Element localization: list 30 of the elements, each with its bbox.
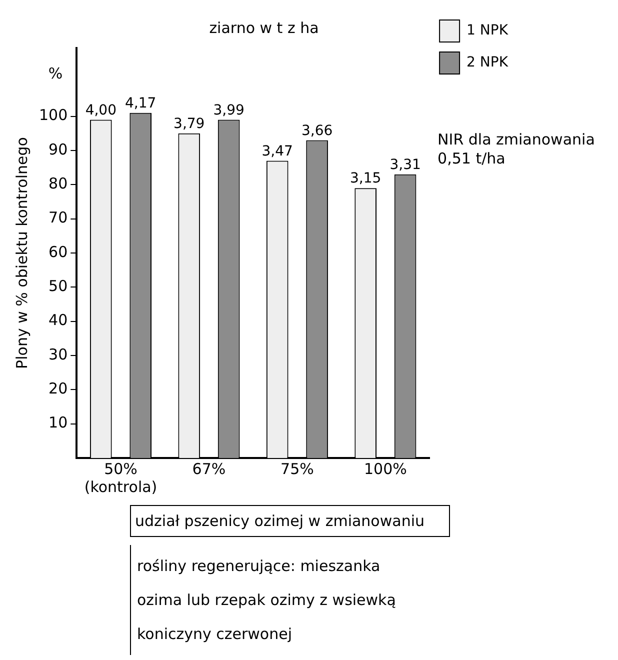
y-axis-title: Plony w % obiektu kontrolnego bbox=[12, 137, 31, 369]
x-tick-label: 75% bbox=[280, 460, 314, 478]
annotation: 3,31 bbox=[390, 157, 421, 174]
annotation: 3,66 bbox=[301, 122, 333, 139]
annotation: 3,99 bbox=[213, 102, 244, 118]
text: rośliny regenerujące: mieszanka ozima lub rzepak ozimy z wsiewką koniczyny czerwonej bbox=[130, 545, 433, 655]
text: NIR dla zmianowania 0,51 t/ha bbox=[438, 130, 595, 168]
y-tick-label: 90 bbox=[48, 140, 68, 158]
annotation: 4,17 bbox=[125, 96, 156, 112]
annotation: 3,47 bbox=[262, 143, 293, 160]
y-tick-label: 50 bbox=[48, 277, 68, 296]
y-tick-label: 80 bbox=[48, 174, 68, 193]
annotation: 3,15 bbox=[350, 170, 382, 187]
y-tick-label: 60 bbox=[48, 242, 68, 261]
y-tick-label: 30 bbox=[48, 345, 68, 364]
y-tick-label: 40 bbox=[48, 311, 68, 330]
legend-label: 1 NPK bbox=[466, 22, 509, 39]
x-tick-label: 100% bbox=[364, 460, 407, 478]
x-tick-label: 50% (kontrola) bbox=[84, 460, 158, 496]
chart-title: ziarno w t z ha bbox=[209, 18, 319, 37]
y-tick-label: 20 bbox=[48, 380, 68, 398]
text: % bbox=[48, 64, 63, 83]
y-tick-label: 70 bbox=[48, 208, 68, 227]
annotation: 4,00 bbox=[85, 102, 116, 118]
legend-label: 2 NPK bbox=[466, 54, 509, 71]
x-axis-title: udział pszenicy ozimej w zmianowaniu bbox=[130, 505, 450, 537]
y-tick-label: 100 bbox=[38, 106, 68, 124]
y-tick-label: 10 bbox=[48, 414, 68, 432]
annotation: 3,79 bbox=[174, 116, 205, 132]
x-tick-label: 67% bbox=[192, 460, 226, 478]
